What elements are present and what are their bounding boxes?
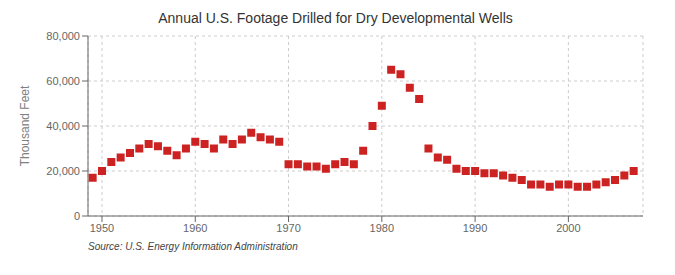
html-text:Source: U.S. Energy Informatio: Source: U.S. Energy Information Administ… xyxy=(88,241,298,252)
svg-text:80,000: 80,000 xyxy=(46,30,80,42)
svg-text:Thousand Feet: Thousand Feet xyxy=(18,85,32,166)
svg-text:40,000: 40,000 xyxy=(46,120,80,132)
html-text:Annual U.S. Footage Drilled fo: Annual U.S. Footage Drilled for Dry Deve… xyxy=(158,10,513,26)
svg-text:1950: 1950 xyxy=(90,222,114,234)
svg-text:60,000: 60,000 xyxy=(46,75,80,87)
svg-text:1990: 1990 xyxy=(463,222,487,234)
svg-text:1980: 1980 xyxy=(370,222,394,234)
svg-text:2000: 2000 xyxy=(556,222,580,234)
svg-text:1970: 1970 xyxy=(276,222,300,234)
svg-text:1960: 1960 xyxy=(183,222,207,234)
svg-text:20,000: 20,000 xyxy=(46,165,80,177)
svg-text:0: 0 xyxy=(74,210,80,222)
